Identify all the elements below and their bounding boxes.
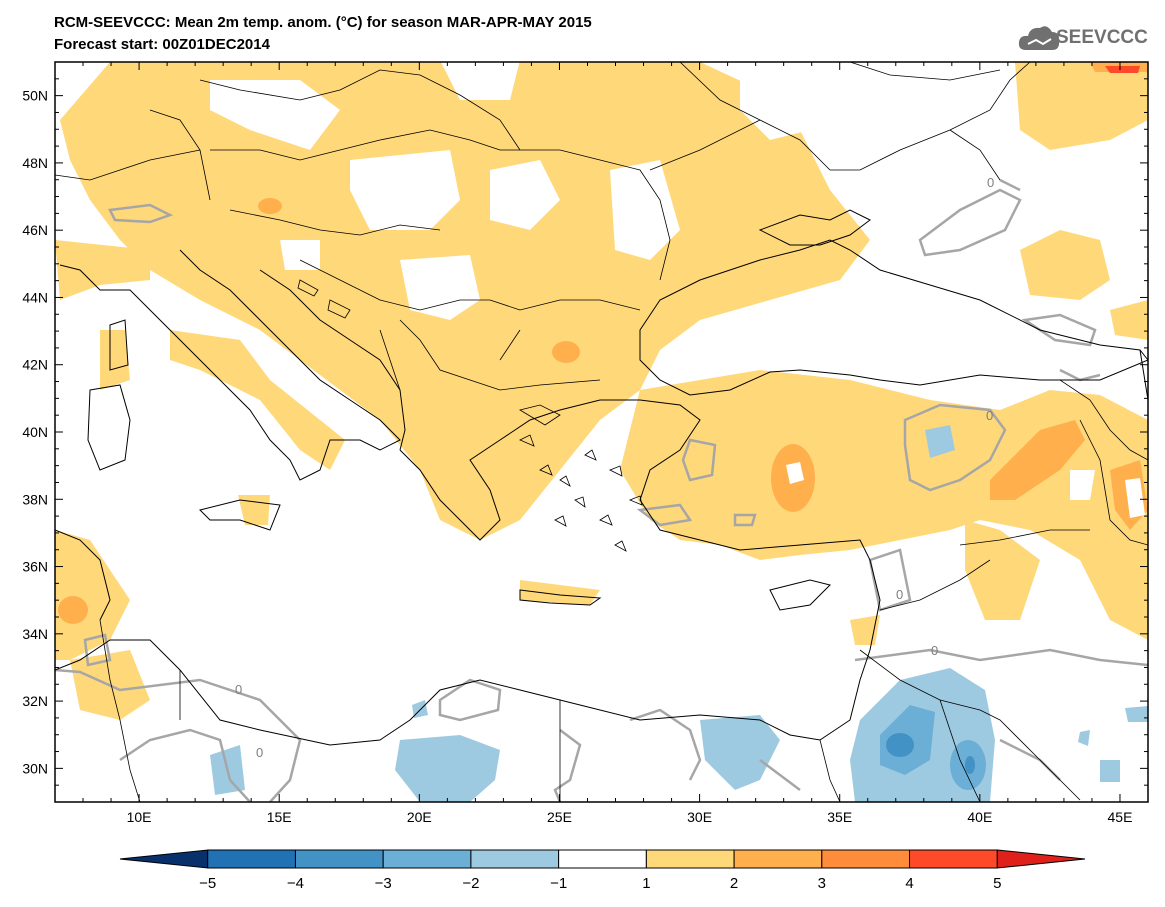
aegean-islands [297, 279, 643, 552]
lon-tick-label: 45E [1108, 809, 1133, 825]
lon-tick-label: 40E [967, 809, 992, 825]
colorbar-label: 2 [730, 875, 738, 892]
colorbar-swatch [821, 849, 911, 869]
colorbar-swatch [645, 849, 735, 869]
colorbar-label: −5 [199, 875, 216, 892]
anomaly-positive-4-5 [1105, 66, 1140, 73]
anomaly-negative-3-4 [886, 733, 975, 774]
anomaly-field: 0 0 0 0 0 0 [55, 62, 1148, 802]
contour-label: 0 [931, 643, 938, 658]
contour-label: 0 [896, 587, 903, 602]
anomaly-neutral-holes [210, 62, 1095, 500]
lon-tick-label: 10E [127, 809, 152, 825]
contour-label: 0 [986, 408, 993, 423]
lon-tick-label: 30E [687, 809, 712, 825]
lat-tick-label: 48N [22, 155, 48, 171]
colorbar-swatch [294, 849, 384, 869]
colorbar-label: 1 [642, 875, 650, 892]
seevccc-logo-text: SEEVCCC [1056, 27, 1148, 48]
colorbar: −5 −4 −3 −2 −1 1 2 3 4 5 [119, 849, 1086, 892]
colorbar-swatch [470, 849, 560, 869]
lat-tick-label: 30N [22, 760, 48, 776]
lon-tick-label: 25E [547, 809, 572, 825]
axis-ticks: 10E 15E 20E 25E 30E 35E 40E 45E 30N 32N 34N 36N 38N 4… [22, 61, 1149, 825]
lat-tick-label: 40N [22, 424, 48, 440]
lon-tick-label: 35E [827, 809, 852, 825]
contour-labels: 0 0 0 0 0 0 [235, 175, 994, 760]
lat-tick-label: 42N [22, 357, 48, 373]
lat-tick-label: 44N [22, 289, 48, 305]
contour-label: 0 [256, 745, 263, 760]
colorbar-label: 4 [905, 875, 913, 892]
coastlines [55, 209, 1148, 746]
colorbar-swatch [119, 849, 209, 869]
lat-tick-label: 36N [22, 559, 48, 575]
contour-label: 0 [987, 175, 994, 190]
colorbar-label: 3 [818, 875, 826, 892]
lat-tick-label: 46N [22, 222, 48, 238]
colorbar-label: −3 [375, 875, 392, 892]
colorbar-swatch [207, 849, 296, 869]
country-borders [55, 62, 1148, 802]
colorbar-swatch [996, 849, 1086, 869]
lat-tick-label: 50N [22, 88, 48, 104]
forecast-start-label: Forecast start: 00Z01DEC2014 [54, 36, 270, 53]
colorbar-swatch [733, 849, 823, 869]
anomaly-neutral-small [786, 462, 1145, 518]
contour-label: 0 [235, 682, 242, 697]
colorbar-swatch [558, 849, 647, 869]
lat-tick-label: 34N [22, 626, 48, 642]
map-title: RCM-SEEVCCC: Mean 2m temp. anom. (°C) fo… [54, 14, 592, 31]
zero-contours [55, 178, 1148, 802]
lon-tick-label: 15E [267, 809, 292, 825]
colorbar-swatch [382, 849, 472, 869]
cloud-icon [1018, 26, 1060, 50]
colorbar-label: −4 [287, 875, 304, 892]
lon-tick-label: 20E [407, 809, 432, 825]
colorbar-swatch [909, 849, 998, 869]
colorbar-label: 5 [993, 875, 1001, 892]
colorbar-label: −2 [462, 875, 479, 892]
lat-tick-label: 32N [22, 693, 48, 709]
colorbar-label: −1 [550, 875, 567, 892]
lat-tick-label: 38N [22, 491, 48, 507]
